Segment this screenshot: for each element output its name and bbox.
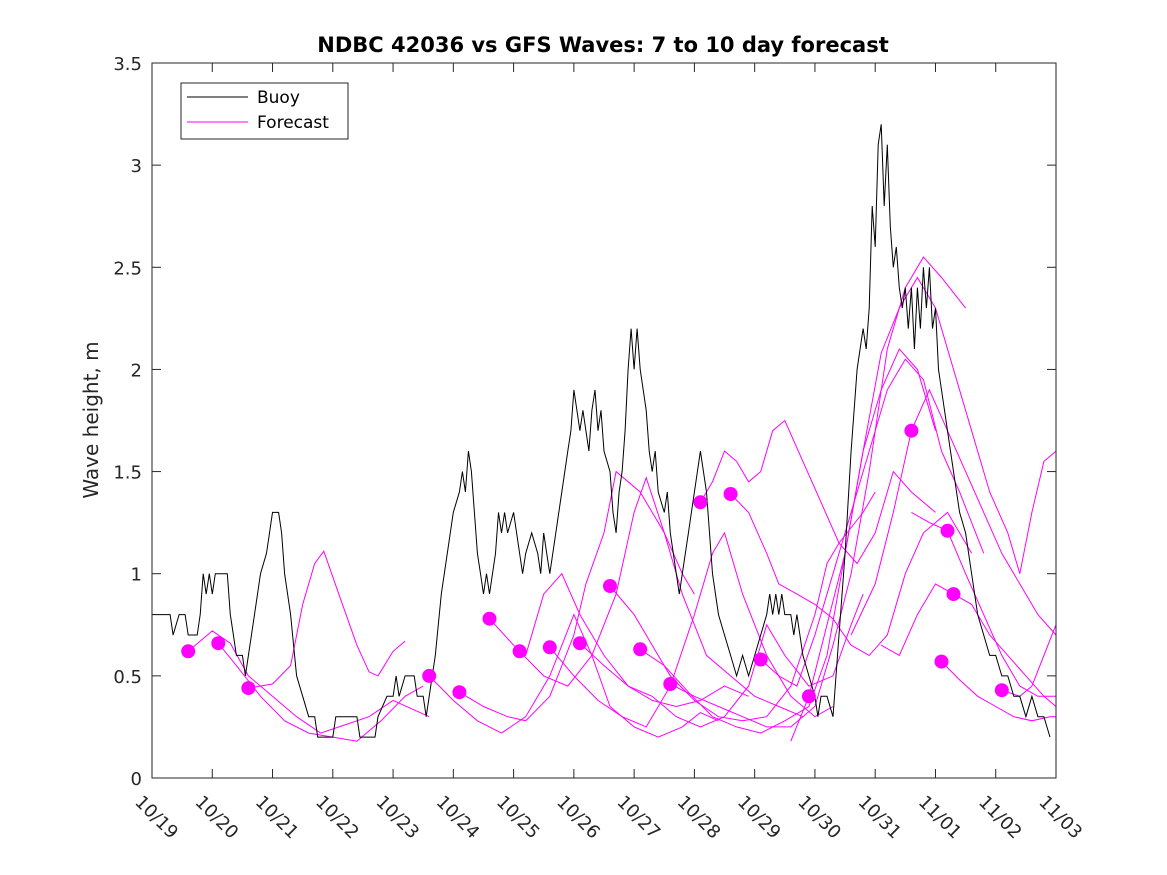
forecast-run-line — [699, 419, 936, 565]
x-tick-label: 10/31 — [854, 792, 906, 844]
forecast-marker — [603, 579, 617, 593]
x-tick-label: 10/23 — [372, 792, 424, 844]
forecast-run-line — [549, 531, 834, 728]
x-tick-label: 11/03 — [1034, 792, 1086, 844]
forecast-marker — [693, 495, 708, 510]
x-tick-label: 10/30 — [793, 792, 845, 844]
forecast-run-line — [760, 358, 985, 687]
y-tick-label: 1 — [131, 565, 142, 586]
forecast-run-line — [850, 388, 1057, 636]
x-tick-label: 11/01 — [914, 792, 966, 844]
forecast-marker — [940, 523, 955, 538]
y-tick-label: 2.5 — [113, 258, 142, 279]
x-tick-label: 10/24 — [432, 792, 484, 844]
forecast-run-line — [911, 511, 1056, 697]
forecast-marker — [801, 689, 816, 704]
x-tick-label: 10/20 — [191, 792, 243, 844]
x-tick-label: 10/21 — [251, 792, 303, 844]
forecast-run-line — [187, 630, 430, 734]
x-tick-label: 11/02 — [974, 792, 1026, 844]
forecast-run-line — [670, 256, 966, 728]
forecast-marker — [994, 683, 1009, 698]
axes-box — [151, 62, 1057, 779]
y-tick-label: 3 — [131, 156, 142, 177]
forecast-run-line — [639, 348, 936, 734]
forecast-marker — [946, 587, 961, 602]
forecast-run-line — [1001, 624, 1057, 697]
plot-area — [152, 63, 1056, 778]
y-tick-label: 1.5 — [113, 463, 142, 484]
forecast-marker — [181, 644, 196, 659]
forecast-marker — [934, 654, 949, 669]
y-tick-label: 0 — [131, 769, 142, 790]
forecast-run-line — [489, 572, 749, 708]
y-tick-label: 3.5 — [113, 54, 142, 75]
x-tick-label: 10/28 — [673, 792, 725, 844]
forecast-run-line — [579, 593, 864, 728]
y-tick-label: 0.5 — [113, 667, 142, 688]
y-tick-label: 2 — [131, 360, 142, 381]
forecast-marker — [572, 636, 587, 651]
forecast-marker — [542, 640, 557, 655]
forecast-marker — [904, 423, 919, 438]
buoy-line — [152, 124, 1051, 738]
forecast-run-line — [941, 661, 1056, 722]
x-tick-label: 10/25 — [492, 792, 544, 844]
y-axis-label: Wave height, m — [79, 341, 103, 498]
forecast-run-line — [248, 550, 406, 689]
x-tick-label: 10/22 — [311, 792, 363, 844]
forecast-marker — [512, 644, 527, 659]
forecast-run-line — [880, 583, 1057, 707]
x-tick-label: 10/19 — [130, 792, 182, 844]
forecast-marker — [633, 642, 648, 657]
x-tick-label: 10/26 — [552, 792, 604, 844]
forecast-marker — [482, 611, 497, 626]
forecast-run-line — [217, 642, 424, 742]
legend: Buoy Forecast — [180, 82, 349, 140]
forecast-marker — [663, 677, 678, 691]
forecast-run-line — [609, 491, 876, 722]
forecast-marker — [723, 487, 738, 501]
x-tick-label: 10/27 — [613, 792, 665, 844]
series-layer — [152, 124, 1057, 742]
forecast-marker — [211, 636, 226, 651]
x-tick-label: 10/29 — [733, 792, 785, 844]
forecast-marker — [452, 685, 467, 700]
legend-box — [180, 82, 349, 140]
forecast-run-line — [428, 613, 719, 738]
forecast-run-line — [730, 493, 973, 657]
chart-title: NDBC 42036 vs GFS Waves: 7 to 10 day for… — [317, 33, 888, 57]
forecast-marker — [422, 668, 437, 683]
legend-buoy-label: Buoy — [257, 88, 300, 108]
forecast-marker — [241, 681, 256, 696]
forecast-marker — [753, 652, 768, 667]
legend-forecast-label: Forecast — [257, 113, 329, 133]
forecast-run-line — [519, 476, 804, 718]
